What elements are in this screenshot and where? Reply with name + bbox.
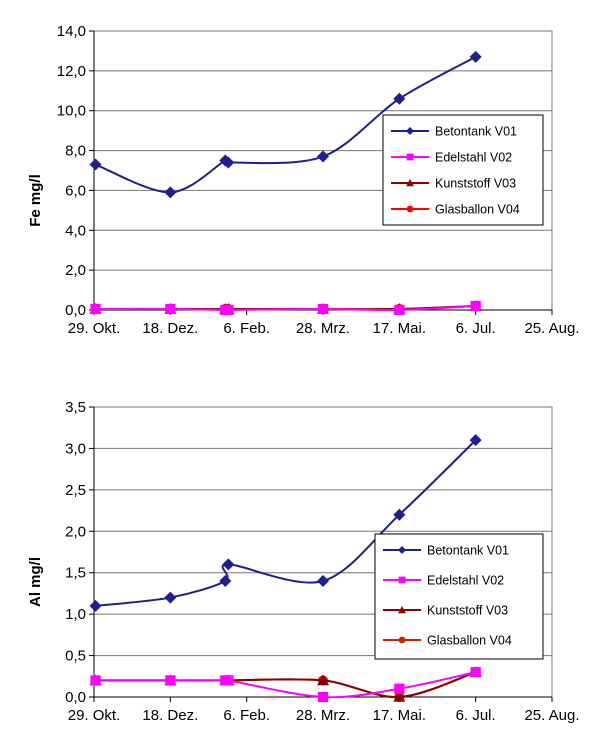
fe-legend-label: Edelstahl V02 — [435, 151, 512, 165]
fe-legend-label: Kunststoff V03 — [435, 177, 516, 191]
al-legend-label: Betontank V01 — [427, 544, 509, 558]
fe-legend-label: Betontank V01 — [435, 125, 517, 139]
al-data-point — [317, 691, 329, 703]
fe-data-point — [317, 303, 329, 315]
al-ytick-label: 2,5 — [65, 482, 86, 499]
al-y-axis-label: Al mg/l — [27, 557, 44, 607]
fe-data-point — [223, 304, 234, 316]
fe-data-point — [393, 92, 406, 105]
fe-chart: 0,0 2,0 4,0 6,0 8,0 10,0 12,0 14,0 29. Okt. 18. D… — [27, 23, 580, 337]
fe-data-point — [90, 303, 101, 315]
al-legend-label: Kunststoff V03 — [427, 604, 508, 618]
fe-data-point — [317, 150, 329, 163]
fe-y-axis-label: Fe mg/l — [27, 174, 44, 227]
fe-ytick-label: 6,0 — [65, 182, 86, 199]
al-ytick-label: 1,0 — [65, 606, 86, 623]
al-xtick-label: 6. Jul. — [456, 707, 496, 724]
fe-ytick-label: 14,0 — [57, 23, 86, 40]
al-data-point — [394, 683, 405, 694]
fe-data-point — [470, 300, 481, 312]
al-data-point — [219, 575, 232, 587]
al-legend-marker — [398, 546, 406, 554]
fe-legend-marker — [406, 127, 414, 135]
al-legend-label: Glasballon V04 — [427, 634, 512, 648]
al-chart: 0,0 0,5 1,0 1,5 2,0 2,5 3,0 3,5 29. Okt. 18. Dez.… — [27, 399, 580, 724]
al-ytick-label: 0,0 — [65, 689, 86, 706]
fe-data-point — [394, 304, 405, 316]
al-legend-label: Edelstahl V02 — [427, 574, 504, 588]
al-ytick-label: 3,5 — [65, 399, 86, 416]
fe-ytick-label: 0,0 — [65, 302, 86, 319]
fe-ytick-label: 12,0 — [57, 63, 86, 80]
al-ytick-label: 1,5 — [65, 565, 86, 582]
fe-xtick-label: 18. Dez. — [142, 320, 198, 337]
al-data-point — [89, 599, 102, 612]
fe-data-point — [89, 158, 102, 171]
fe-ytick-label: 2,0 — [65, 262, 86, 279]
fe-legend-label: Glasballon V04 — [435, 203, 520, 217]
fe-xtick-label: 25. Aug. — [524, 320, 579, 337]
fe-legend-marker — [406, 205, 414, 213]
fe-xtick-label: 29. Okt. — [68, 320, 121, 337]
fe-series-1 — [90, 300, 481, 316]
al-legend-marker — [398, 606, 406, 614]
fe-xtick-label: 6. Feb. — [223, 320, 270, 337]
fe-xtick-label: 28. Mrz. — [296, 320, 350, 337]
al-xtick-label: 25. Aug. — [524, 707, 579, 724]
al-xtick-label: 6. Feb. — [223, 707, 270, 724]
al-data-point — [470, 667, 481, 678]
fe-data-point — [222, 156, 235, 169]
al-data-point — [317, 674, 329, 686]
fe-legend-marker — [406, 179, 414, 187]
al-data-point — [164, 591, 177, 604]
al-xtick-label: 29. Okt. — [68, 707, 121, 724]
fe-legend-marker — [406, 153, 414, 161]
al-ytick-label: 3,0 — [65, 440, 86, 457]
al-data-point — [222, 558, 235, 571]
al-legend-marker — [398, 576, 406, 584]
al-legend-marker — [398, 636, 406, 644]
fe-ytick-label: 10,0 — [57, 103, 86, 120]
al-data-point — [165, 675, 176, 686]
al-ytick-label: 2,0 — [65, 523, 86, 540]
al-xtick-label: 28. Mrz. — [296, 707, 350, 724]
fe-legend: Betontank V01 Edelstahl V02 Kunststoff V03… — [382, 114, 544, 226]
fe-xtick-label: 6. Jul. — [456, 320, 496, 337]
al-data-point — [393, 508, 406, 521]
fe-ytick-label: 4,0 — [65, 222, 86, 239]
al-data-point — [317, 575, 329, 587]
al-data-point — [469, 434, 482, 447]
al-xtick-label: 18. Dez. — [142, 707, 198, 724]
al-data-point — [90, 675, 101, 686]
al-xtick-label: 17. Mai. — [373, 707, 426, 724]
al-data-point — [393, 691, 406, 702]
fe-data-point — [165, 303, 176, 315]
al-ytick-label: 0,5 — [65, 648, 86, 665]
fe-series-0 — [89, 50, 482, 199]
fe-data-point — [164, 186, 177, 199]
al-series-1 — [90, 667, 481, 703]
fe-xtick-label: 17. Mai. — [373, 320, 426, 337]
al-legend: Betontank V01 Edelstahl V02 Kunststoff V03… — [374, 533, 544, 660]
fe-series-2 — [89, 300, 482, 314]
fe-data-point — [469, 50, 482, 63]
al-series-0 — [89, 434, 482, 612]
al-data-point — [223, 675, 234, 686]
fe-ytick-label: 8,0 — [65, 143, 86, 160]
